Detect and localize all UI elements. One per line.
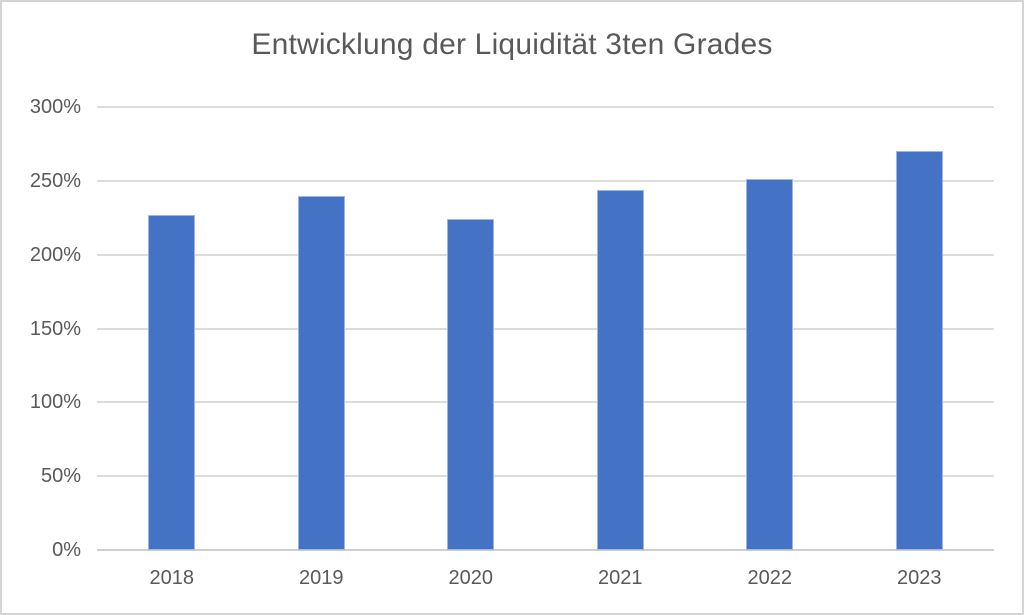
x-axis-label: 2021 — [598, 567, 643, 589]
y-axis-label: 100% — [29, 391, 81, 414]
y-axis-label: 300% — [29, 96, 81, 118]
x-axis-line — [97, 549, 994, 551]
chart-title: Entwicklung der Liquidität 3ten Grades — [251, 28, 773, 61]
x-axis-label: 2020 — [448, 567, 494, 589]
y-axis-label: 150% — [29, 317, 81, 340]
gridline — [97, 106, 994, 108]
gridline — [97, 179, 994, 182]
y-axis-label: 50% — [40, 465, 81, 488]
bar-2019 — [297, 195, 345, 550]
gridline — [97, 253, 994, 256]
y-axis-label: 0% — [52, 539, 81, 561]
y-axis-label: 200% — [29, 243, 81, 266]
gridline — [97, 327, 994, 330]
gridline — [97, 401, 994, 404]
bar-2021 — [596, 189, 644, 550]
x-axis-label: 2022 — [747, 567, 793, 589]
bar-2022 — [746, 179, 794, 550]
bar-2023 — [895, 151, 943, 550]
bar-2020 — [447, 219, 495, 550]
x-axis-label: 2023 — [897, 567, 942, 589]
y-axis-label: 250% — [29, 169, 81, 192]
bar-2018 — [148, 214, 196, 550]
gridline — [97, 475, 994, 478]
x-axis-label: 2019 — [299, 567, 344, 589]
x-axis-label: 2018 — [149, 567, 195, 589]
